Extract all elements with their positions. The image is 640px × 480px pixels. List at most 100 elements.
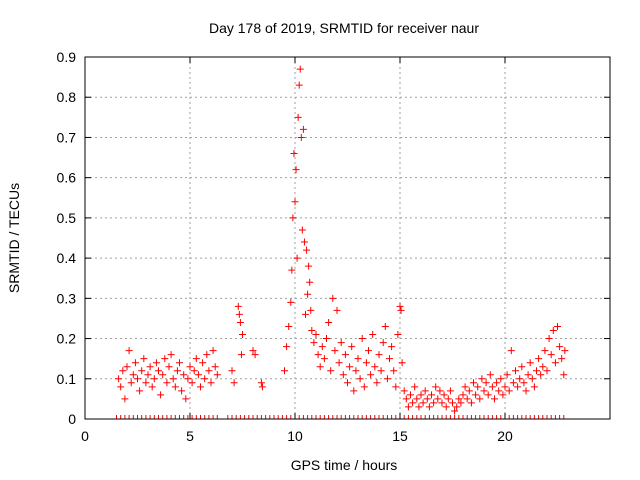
y-tick-label: 0.4: [57, 250, 77, 266]
data-point: [495, 387, 503, 395]
data-point: [430, 399, 438, 407]
data-point: [507, 347, 515, 355]
data-point: [303, 246, 311, 254]
data-point: [169, 375, 177, 383]
data-point: [556, 343, 564, 351]
data-point: [285, 322, 293, 330]
data-point: [182, 395, 190, 403]
data-point: [446, 387, 454, 395]
data-point: [417, 391, 425, 399]
data-point: [561, 347, 569, 355]
data-point: [209, 347, 217, 355]
data-point: [119, 367, 127, 375]
data-point: [298, 226, 306, 234]
data-point: [142, 379, 150, 387]
data-point: [549, 327, 557, 335]
data-point: [516, 375, 524, 383]
data-point: [449, 399, 456, 407]
data-point: [281, 367, 288, 375]
x-tick-label: 15: [392, 428, 408, 444]
data-point: [293, 254, 301, 262]
data-point: [201, 375, 209, 383]
data-point: [300, 238, 308, 246]
y-tick-label: 0.9: [57, 49, 77, 65]
data-point: [360, 383, 368, 391]
chart-title: Day 178 of 2019, SRMTID for receiver nau…: [209, 20, 479, 36]
data-point: [501, 383, 509, 391]
data-point: [530, 383, 538, 391]
data-point: [205, 367, 213, 375]
data-point: [125, 347, 133, 355]
data-point: [505, 387, 513, 395]
data-point: [228, 367, 236, 375]
data-point: [186, 363, 194, 371]
data-point: [375, 351, 383, 359]
data-point: [404, 403, 412, 411]
data-point: [134, 375, 141, 383]
y-tick-label: 0.1: [57, 371, 77, 387]
data-point: [554, 322, 561, 330]
data-point: [307, 306, 315, 314]
y-tick-label: 0.3: [57, 290, 77, 306]
data-point: [294, 113, 302, 121]
data-point: [558, 355, 566, 363]
data-point: [296, 65, 304, 73]
data-point: [289, 214, 297, 222]
data-point: [535, 355, 543, 363]
data-point: [474, 383, 482, 391]
data-point: [310, 339, 318, 347]
data-point: [335, 359, 343, 367]
data-point: [377, 367, 385, 375]
data-point: [304, 290, 312, 298]
data-point: [140, 355, 148, 363]
data-point: [379, 339, 387, 347]
data-point: [524, 371, 532, 379]
data-point: [373, 379, 381, 387]
data-point: [397, 306, 405, 314]
data-point: [171, 383, 179, 391]
data-point: [190, 367, 198, 375]
data-point: [388, 343, 396, 351]
data-point: [478, 375, 486, 383]
data-point: [297, 133, 305, 141]
data-point: [476, 395, 484, 403]
data-point: [438, 399, 446, 407]
data-point: [440, 391, 448, 399]
data-point: [115, 375, 123, 383]
data-point: [192, 355, 200, 363]
data-point: [339, 371, 347, 379]
data-point: [560, 371, 568, 379]
data-point: [390, 367, 398, 375]
data-point: [159, 371, 167, 379]
data-point: [312, 331, 320, 339]
data-point: [305, 262, 313, 270]
data-point: [428, 391, 435, 399]
y-tick-label: 0.5: [57, 210, 77, 226]
data-point: [329, 294, 337, 302]
data-point: [547, 351, 555, 359]
data-point: [451, 407, 459, 415]
data-point: [341, 351, 349, 359]
data-point: [365, 347, 372, 355]
data-point: [407, 391, 414, 399]
data-point: [323, 335, 330, 343]
data-point: [444, 395, 452, 403]
data-point: [371, 363, 379, 371]
data-point: [235, 310, 243, 318]
y-tick-label: 0.2: [57, 331, 77, 347]
data-point: [131, 359, 139, 367]
data-point: [367, 371, 375, 379]
data-point: [123, 363, 131, 371]
data-point: [295, 81, 303, 89]
grid-lines: [85, 57, 610, 419]
data-point: [503, 371, 511, 379]
data-point: [230, 379, 238, 387]
data-point: [146, 363, 154, 371]
data-point: [402, 395, 410, 403]
data-point: [161, 355, 169, 363]
data-point: [325, 318, 333, 326]
data-point: [318, 343, 326, 351]
x-tick-label: 10: [287, 428, 303, 444]
y-tick-label: 0.8: [57, 89, 77, 105]
data-point: [302, 310, 309, 318]
